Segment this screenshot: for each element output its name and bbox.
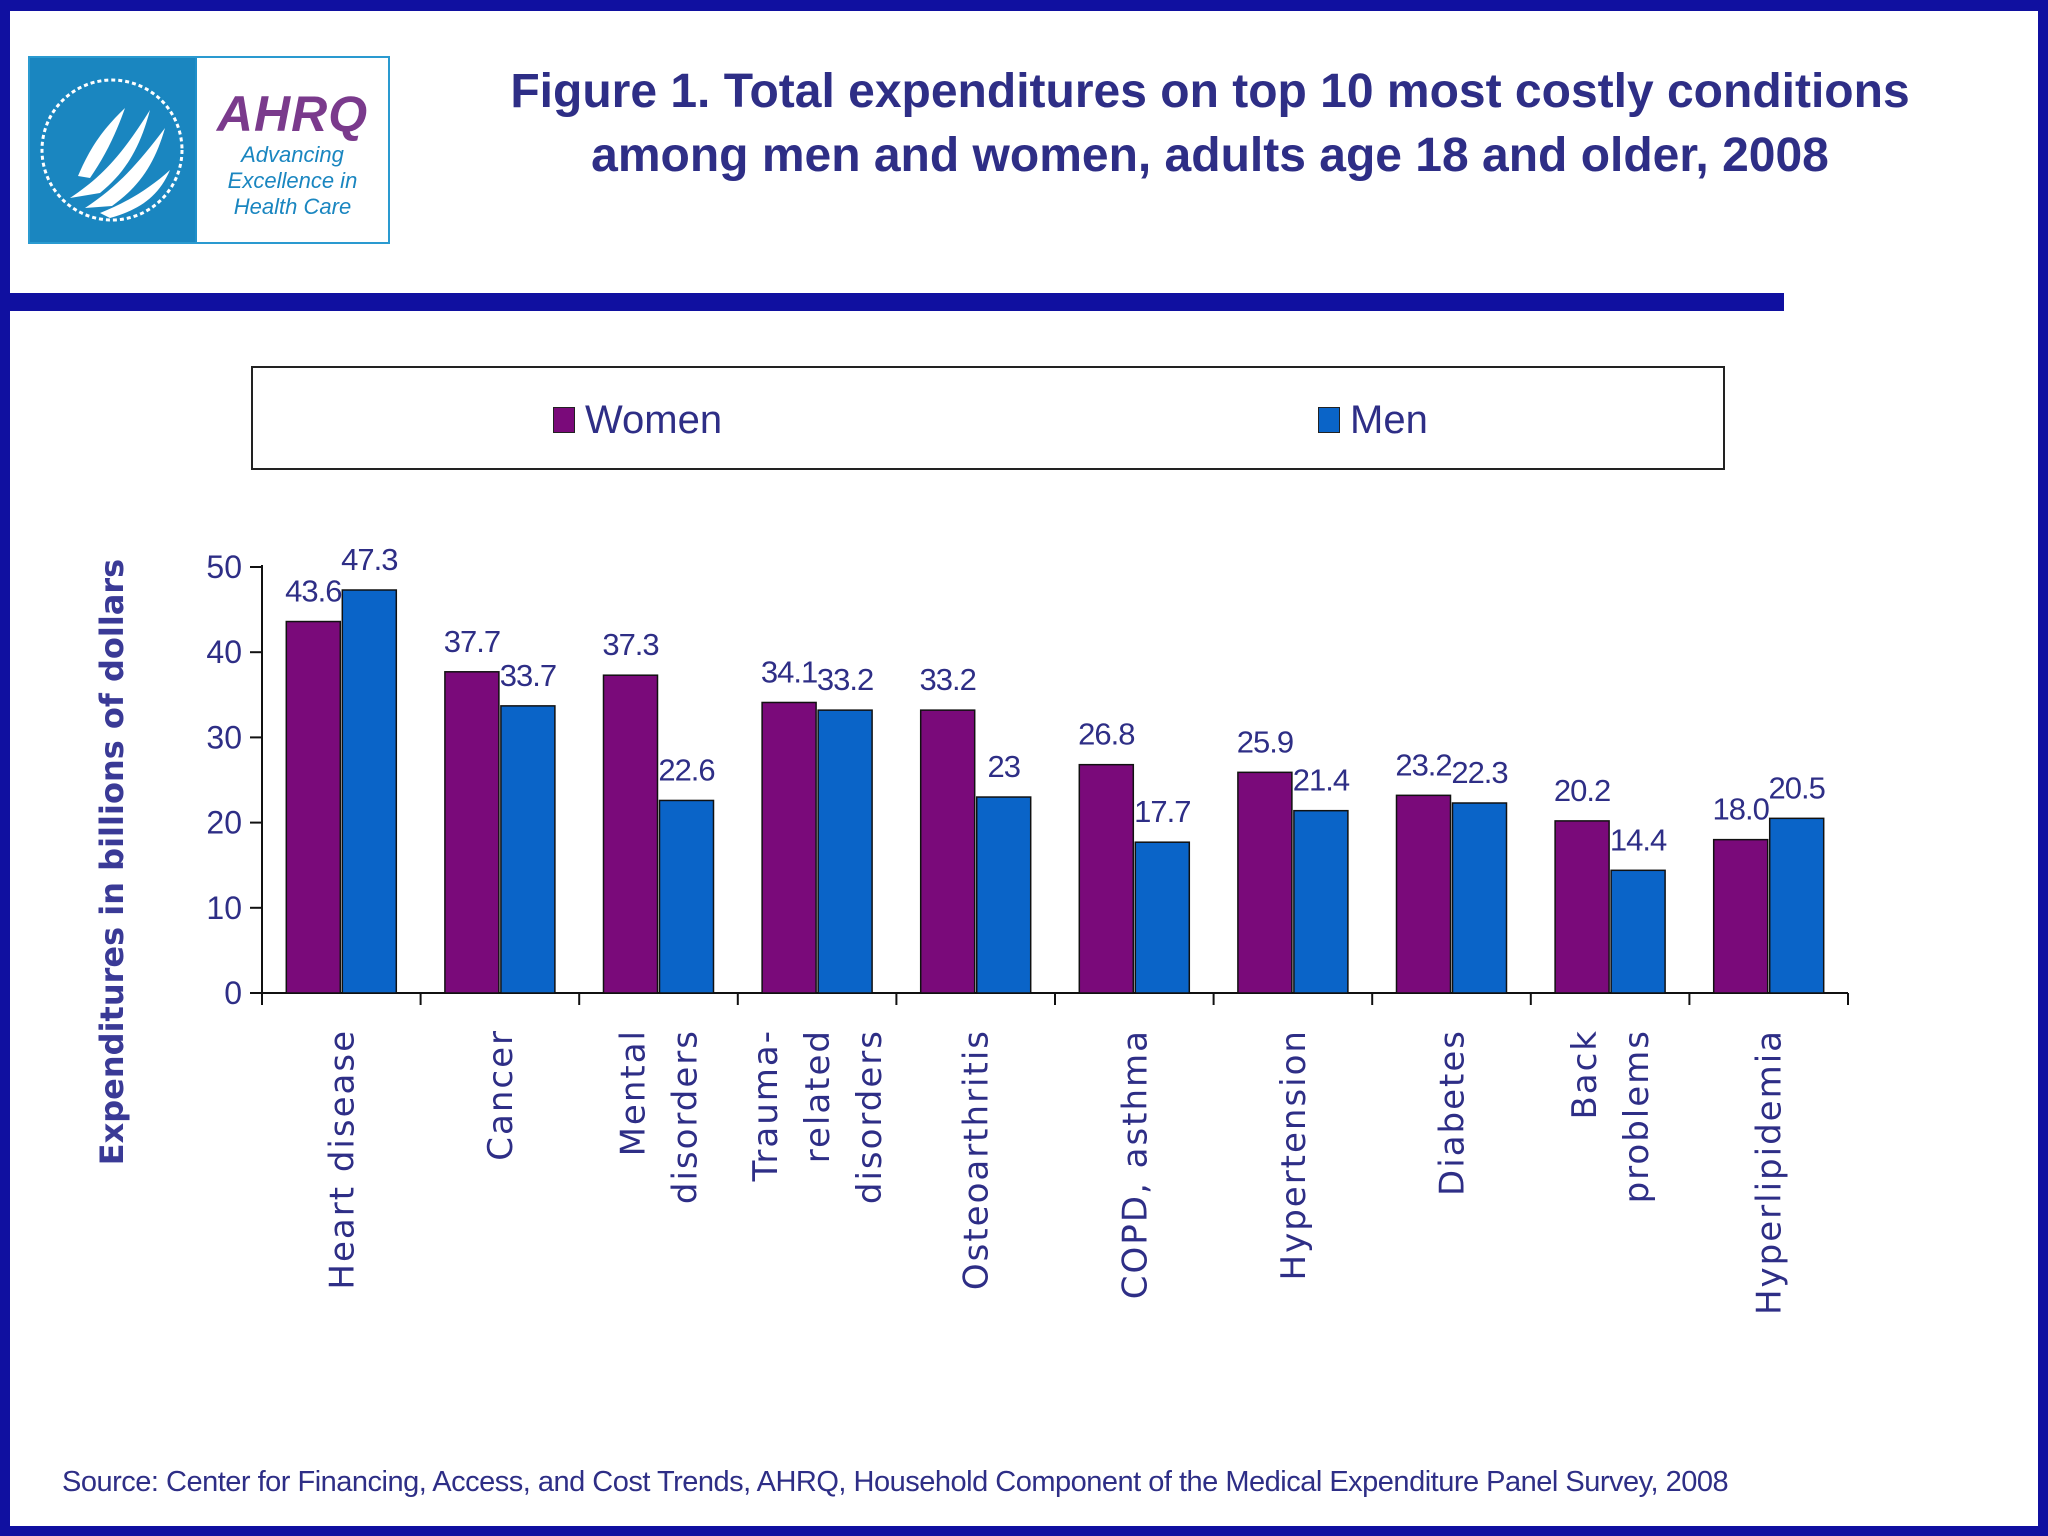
category-label: Mental: [614, 1029, 654, 1156]
data-label-women: 23.2: [1395, 747, 1451, 782]
data-label-men: 33.7: [500, 658, 556, 693]
bar-women: [761, 701, 817, 994]
data-label-women: 25.9: [1237, 724, 1293, 759]
bar-women: [1237, 771, 1293, 994]
bar-women: [285, 620, 342, 994]
data-label-men: 20.5: [1769, 770, 1825, 805]
bar-men: [1293, 809, 1349, 994]
data-label-women: 33.2: [920, 662, 976, 697]
y-tick-label: 40: [206, 634, 242, 670]
ahrq-tagline-3: Health Care: [233, 194, 352, 219]
bar-men: [341, 589, 398, 994]
bar-women: [602, 674, 659, 994]
category-label: Heart disease: [322, 1029, 362, 1290]
category-label: Cancer: [481, 1029, 521, 1161]
data-label-men: 33.2: [817, 662, 873, 697]
data-label-men: 14.4: [1610, 822, 1667, 857]
category-label: Trauma-: [746, 1029, 786, 1182]
legend-swatch-women: [553, 407, 575, 433]
category-label: Hypertension: [1274, 1029, 1314, 1280]
y-tick-label: 50: [206, 549, 242, 585]
data-label-men: 22.3: [1451, 755, 1507, 790]
y-tick-label: 20: [206, 805, 242, 841]
frame-left-border: [0, 0, 10, 1536]
header-rule: [8, 293, 1784, 311]
y-tick-label: 30: [206, 719, 242, 755]
category-label: problems: [1617, 1029, 1657, 1203]
bar-men: [1451, 802, 1508, 994]
data-label-men: 23: [987, 749, 1019, 784]
data-label-women: 18.0: [1713, 792, 1770, 827]
bar-women: [919, 709, 976, 994]
data-label-men: 21.4: [1293, 763, 1350, 798]
category-label: Osteoarthritis: [957, 1029, 997, 1290]
data-label-women: 20.2: [1554, 773, 1610, 808]
bar-women: [444, 671, 500, 994]
category-label: disorders: [666, 1029, 706, 1204]
bar-men: [500, 705, 556, 994]
ahrq-logo: AHRQ Advancing Excellence in Health Care: [28, 56, 390, 244]
data-label-men: 22.6: [658, 752, 714, 787]
legend-item-women: Women: [553, 398, 722, 442]
bar-women: [1395, 794, 1452, 994]
data-label-women: 37.3: [602, 627, 658, 662]
chart-title-line-1: Figure 1. Total expenditures on top 10 m…: [510, 65, 1910, 118]
category-label: Back: [1565, 1029, 1605, 1120]
bar-men: [1134, 841, 1191, 994]
category-label: related: [798, 1029, 838, 1163]
bar-men: [975, 796, 1032, 994]
data-label-women: 26.8: [1078, 717, 1134, 752]
y-tick-label: 0: [224, 975, 242, 1011]
ahrq-word: AHRQ: [216, 86, 369, 142]
chart-legend: Women Men: [251, 366, 1725, 470]
data-label-men: 47.3: [341, 542, 397, 577]
frame-right-border: [2038, 0, 2048, 1536]
category-label: disorders: [850, 1029, 890, 1204]
data-label-men: 17.7: [1134, 794, 1190, 829]
category-label: COPD, asthma: [1115, 1029, 1155, 1299]
legend-label-women: Women: [585, 397, 723, 442]
data-label-women: 43.6: [285, 574, 341, 609]
y-tick-label: 10: [206, 890, 242, 926]
source-note: Source: Center for Financing, Access, an…: [62, 1466, 1729, 1498]
legend-item-men: Men: [1318, 398, 1428, 442]
bar-men: [1768, 817, 1825, 994]
bar-women: [1712, 838, 1769, 994]
bar-men: [817, 709, 873, 994]
ahrq-tagline-1: Advancing: [241, 142, 344, 167]
frame-top-border: [0, 0, 2048, 11]
hhs-eagle-seal-icon: [30, 58, 195, 242]
frame-bottom-border: [0, 1526, 2048, 1536]
legend-label-men: Men: [1350, 397, 1428, 442]
legend-swatch-men: [1318, 407, 1340, 433]
category-label: Hyperlipidemia: [1750, 1029, 1790, 1315]
chart-title-line-2: among men and women, adults age 18 and o…: [591, 129, 1829, 182]
bar-men: [1610, 869, 1666, 994]
ahrq-tagline-2: Excellence in: [227, 168, 358, 193]
chart-title: Figure 1. Total expenditures on top 10 m…: [430, 60, 1990, 188]
bar-women: [1078, 763, 1135, 994]
data-label-women: 37.7: [444, 624, 500, 659]
data-label-women: 34.1: [761, 654, 817, 689]
bar-women: [1554, 820, 1610, 994]
ahrq-wordmark: AHRQ Advancing Excellence in Health Care: [197, 58, 388, 242]
bar-men: [658, 799, 715, 994]
category-label: Diabetes: [1433, 1029, 1473, 1196]
